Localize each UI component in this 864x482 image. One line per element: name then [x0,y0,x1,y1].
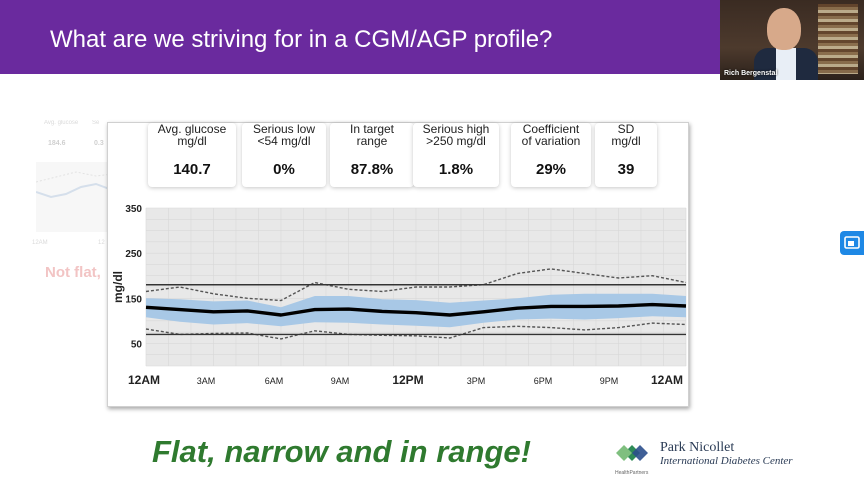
ghost-label-2: Se [92,120,100,126]
ghost-plot [36,162,112,232]
stat-serious-low: Serious low <54 mg/dl 0% [242,123,326,187]
agp-chart: 350 250 150 50 mg/dl 12AM 3AM 6AM 9AM 12PM 3PM 6PM 9… [111,204,687,387]
ghost-label-1: Avg. glucose [44,120,79,126]
series-iqr-band [146,293,686,328]
x-tick-label: 12PM [392,373,423,387]
x-tick-label: 9PM [600,376,619,386]
y-tick-label: 150 [125,294,142,305]
stat-sd: SD mg/dl 39 [595,123,657,187]
screen-share-icon [844,236,860,249]
speaker-name: Rich Bergenstal [724,70,778,77]
stat-avg-glucose-value: 140.7 [173,161,211,178]
stat-serious-high-value: 1.8% [438,161,474,178]
stat-in-target-value: 87.8% [350,161,394,178]
slide-title: What are we striving for in a CGM/AGP pr… [50,26,553,53]
y-tick-label: 50 [131,339,143,350]
tagline: Flat, narrow and in range! [152,434,531,469]
stat-avg-glucose-label-2: mg/dl [177,134,207,148]
brand-name: Park Nicollet [660,440,735,455]
agp-report-panel: Avg. glucose mg/dl 140.7 Serious low <54… [107,122,689,407]
stat-avg-glucose: Avg. glucose mg/dl 140.7 [148,123,236,187]
stat-serious-high-label-1: Serious high [422,122,490,136]
stat-sd-value: 39 [617,161,635,178]
ghost-caption: Not flat, [45,264,101,281]
stat-in-target-label-1: In target [349,122,395,136]
bookshelf [818,4,858,74]
stat-cv-value: 29% [535,161,567,178]
speaker-shirt [776,48,796,80]
y-axis-label: mg/dl [111,271,125,303]
stat-cv-label-1: Coefficient [522,122,580,136]
x-tick-label: 6PM [534,376,553,386]
stat-in-target-label-2: range [356,134,388,148]
stat-serious-low-value: 0% [273,161,295,178]
y-tick-label: 350 [125,204,142,215]
x-tick-label: 12AM [128,373,160,387]
series-95th-percentile-line [145,268,687,302]
side-panel-button[interactable] [840,231,864,255]
stat-sd-label-1: SD [617,122,635,136]
x-tick-label: 12AM [651,373,683,387]
stat-sd-label-2: mg/dl [611,134,641,148]
stat-serious-high: Serious high >250 mg/dl 1.8% [413,123,499,187]
x-tick-label: 3AM [197,376,216,386]
slide-title-bar: What are we striving for in a CGM/AGP pr… [0,0,720,74]
x-tick-label: 6AM [265,376,284,386]
stat-serious-low-label-2: <54 mg/dl [257,134,311,148]
ghost-value-1: 184.6 [48,140,66,147]
ghost-axis-label-2: 12 [98,240,105,246]
faded-background-chart: Avg. glucose Se 184.6 0.3 12AM 12 [30,118,112,258]
stat-in-target: In target range 87.8% [330,123,414,187]
y-tick-label: 250 [125,249,142,260]
park-nicollet-logo-icon [616,445,648,461]
ghost-axis-label-1: 12AM [32,240,48,246]
x-tick-label: 3PM [467,376,486,386]
brand-sub: HealthPartners [615,470,649,476]
stat-cv-label-2: of variation [521,134,581,148]
stat-serious-low-label-1: Serious low [252,122,316,136]
stat-avg-glucose-label-1: Avg. glucose [157,122,227,136]
speaker-video[interactable]: Rich Bergenstal [720,0,864,80]
series-5th-percentile-line [145,322,687,340]
stat-serious-high-label-2: >250 mg/dl [426,134,486,148]
x-tick-label: 9AM [331,376,350,386]
ghost-value-2: 0.3 [94,140,104,147]
series-median-line [145,302,687,317]
speaker-head [767,8,801,50]
brand-center: International Diabetes Center [660,455,793,467]
stat-coefficient-of-variation: Coefficient of variation 29% [511,123,591,187]
